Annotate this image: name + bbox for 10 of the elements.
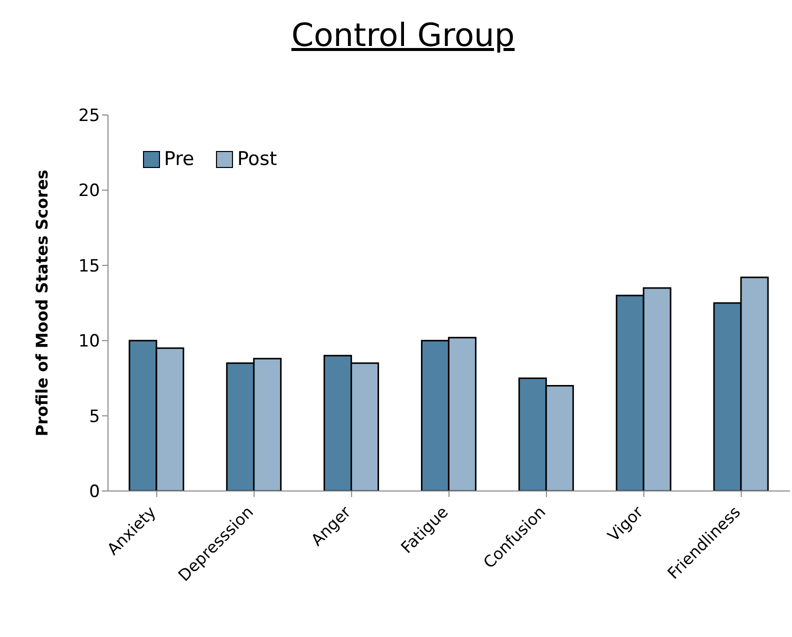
legend-label: Pre	[164, 148, 194, 170]
y-axis-title: Profile of Mood States Scores	[32, 170, 52, 436]
chart-title: Control Group	[290, 16, 516, 54]
legend-label: Post	[237, 148, 277, 170]
y-tick-label: 10	[78, 332, 100, 352]
y-tick-label: 15	[78, 256, 100, 276]
y-tick-label: 0	[89, 482, 100, 502]
y-tick-label: 5	[89, 406, 100, 427]
y-tick-label: 20	[78, 181, 100, 202]
y-tick-label: 25	[78, 106, 100, 126]
